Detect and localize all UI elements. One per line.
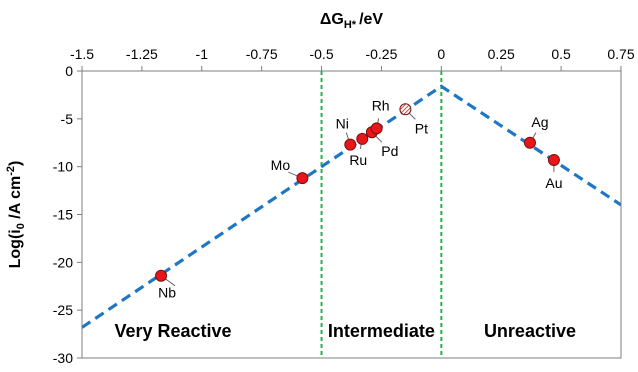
x-tick-label: -0.75 (246, 46, 278, 62)
region-labels: Very Reactive Intermediate Unreactive (114, 321, 576, 341)
region-label: Very Reactive (114, 321, 231, 341)
data-point-rh (370, 122, 383, 135)
x-tick-label: -1.5 (70, 46, 94, 62)
data-point-ru (356, 132, 369, 145)
point-label: Ru (349, 152, 367, 168)
x-tick-label: 0.75 (607, 46, 634, 62)
x-tick-label: -1.25 (126, 46, 158, 62)
x-tick-label: 0.25 (488, 46, 515, 62)
x-tick-label: 0.5 (551, 46, 571, 62)
trend-line (81, 84, 622, 329)
y-tick-label: -25 (53, 302, 73, 318)
point-label: Au (545, 175, 562, 191)
x-tick-label: 0 (437, 46, 445, 62)
x-axis-title: ΔGH*/eV (320, 11, 384, 31)
y-tick-label: -5 (61, 111, 74, 127)
axes: -1.5 -1.25 -1 -0.75 -0.5 -0.25 0 0.25 0.5 0.75 0 -5… (53, 46, 635, 366)
y-tick-label: 0 (65, 63, 73, 79)
x-tick-label: -0.25 (365, 46, 397, 62)
x-tick-label: -0.5 (309, 46, 333, 62)
y-tick-label: -20 (53, 254, 73, 270)
point-label: Nb (158, 285, 176, 301)
data-point-mo (296, 172, 309, 185)
y-tick-label: -10 (53, 159, 73, 175)
point-label: Ag (531, 114, 548, 130)
trend-line-group (81, 84, 622, 329)
y-axis-title: Log(i0 /A cm-2) (5, 161, 27, 269)
point-label: Ni (336, 116, 349, 132)
region-dividers (320, 71, 443, 358)
data-point-au (547, 153, 560, 166)
point-label: Mo (271, 157, 291, 173)
data-point-ni (344, 138, 357, 151)
point-label: Pd (381, 143, 398, 159)
data-point-pt (399, 103, 412, 116)
region-label: Unreactive (484, 321, 576, 341)
data-points: Nb Mo Ni Ru Pd Rh Pt Ag Au (155, 97, 562, 301)
y-tick-label: -15 (53, 207, 73, 223)
data-point-nb (155, 269, 168, 282)
y-tick-label: -30 (53, 350, 73, 366)
point-label: Rh (372, 97, 390, 113)
data-point-ag (523, 136, 536, 149)
point-label: Pt (415, 120, 428, 136)
region-label: Intermediate (328, 321, 435, 341)
x-tick-label: -1 (196, 46, 209, 62)
axis-titles: ΔGH*/eV Log(i0 /A cm-2) (5, 11, 383, 268)
